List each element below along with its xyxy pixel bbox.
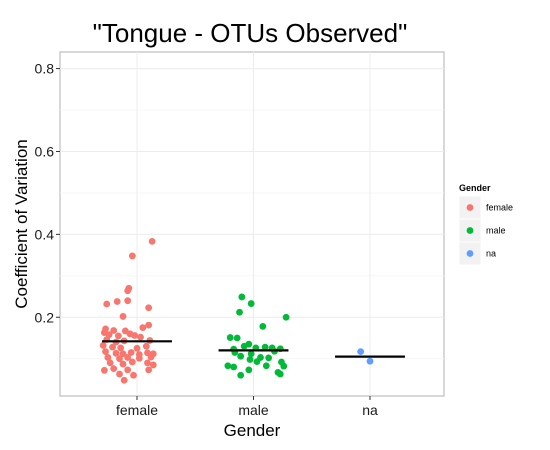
grid-lines	[60, 52, 444, 396]
data-point-female	[112, 349, 120, 357]
data-point-male	[253, 358, 261, 365]
data-point-female	[116, 355, 123, 363]
data-point-female	[128, 252, 136, 260]
y-axis-title: Coefficient of Variation	[12, 139, 31, 308]
data-point-male	[245, 366, 253, 374]
data-point-female	[137, 333, 144, 341]
data-point-female	[99, 342, 107, 349]
x-tick-label-female: female	[116, 402, 158, 418]
data-points	[99, 238, 374, 384]
x-tick-label-na: na	[362, 402, 378, 418]
y-tick-label: 0.4	[35, 226, 55, 242]
data-point-female	[109, 343, 116, 351]
data-point-female	[103, 300, 111, 308]
data-point-male	[245, 340, 253, 348]
data-point-female	[127, 349, 135, 356]
data-point-male	[236, 308, 243, 316]
legend-swatch-na	[466, 250, 474, 257]
data-point-male	[259, 322, 267, 330]
data-point-male	[237, 371, 245, 379]
data-point-female	[130, 371, 137, 379]
data-point-female	[145, 321, 153, 329]
legend-label-na: na	[486, 249, 496, 259]
data-point-female	[119, 350, 127, 358]
data-point-female	[124, 354, 132, 361]
data-point-male	[230, 363, 238, 371]
y-axis-ticks: 0.2 0.4 0.6 0.8	[35, 61, 60, 325]
data-point-female	[124, 287, 132, 295]
data-point-male	[276, 370, 284, 378]
data-point-male	[226, 334, 234, 341]
data-point-female	[124, 297, 132, 305]
data-point-male	[237, 352, 245, 360]
data-point-female	[145, 304, 153, 312]
legend-label-male: male	[486, 226, 506, 236]
legend-swatch-male	[466, 227, 474, 234]
data-point-female	[147, 353, 155, 361]
data-point-male	[246, 356, 254, 363]
data-point-female	[148, 238, 156, 245]
data-point-na	[357, 348, 365, 356]
data-point-female	[145, 366, 153, 374]
data-point-female	[117, 344, 125, 352]
data-point-female	[100, 366, 108, 374]
data-point-female	[119, 360, 127, 368]
data-point-female	[114, 332, 122, 340]
data-point-female	[149, 361, 157, 369]
data-point-female	[106, 359, 114, 367]
data-point-male	[265, 354, 273, 362]
data-point-female	[116, 370, 123, 378]
data-point-female	[110, 327, 118, 334]
y-tick-label: 0.8	[35, 61, 55, 77]
data-point-male	[282, 313, 290, 321]
data-point-female	[120, 376, 128, 384]
data-point-female	[135, 354, 143, 362]
chart-title: "Tongue - OTUs Observed"	[93, 18, 408, 48]
data-point-male	[247, 350, 255, 358]
data-point-female	[144, 359, 151, 367]
legend-items: female male na	[458, 195, 513, 266]
legend-swatch-female	[466, 204, 474, 211]
data-point-female	[119, 313, 127, 320]
data-point-male	[261, 343, 269, 351]
data-point-female	[131, 332, 139, 339]
data-point-na	[366, 357, 374, 365]
data-point-male	[233, 334, 241, 342]
legend-title: Gender	[459, 183, 491, 193]
x-axis-ticks: female male na	[116, 396, 378, 418]
data-point-male	[280, 362, 288, 370]
data-point-male	[247, 300, 255, 307]
data-point-female	[104, 354, 112, 361]
data-point-female	[113, 298, 121, 305]
data-point-female	[102, 348, 109, 356]
data-point-female	[133, 344, 141, 352]
data-point-male	[224, 362, 232, 370]
data-point-female	[139, 324, 147, 332]
data-point-female	[110, 365, 118, 373]
data-point-female	[142, 342, 150, 350]
data-point-male	[262, 362, 270, 370]
data-point-female	[128, 358, 136, 366]
x-axis-title: Gender	[224, 421, 281, 440]
legend-label-female: female	[486, 203, 513, 213]
x-tick-label-male: male	[238, 402, 269, 418]
data-point-male	[238, 293, 246, 301]
y-tick-label: 0.2	[35, 309, 55, 325]
data-point-female	[124, 366, 132, 374]
legend: Gender female male na	[458, 183, 513, 266]
y-tick-label: 0.6	[35, 143, 55, 159]
mean-lines	[102, 340, 405, 358]
